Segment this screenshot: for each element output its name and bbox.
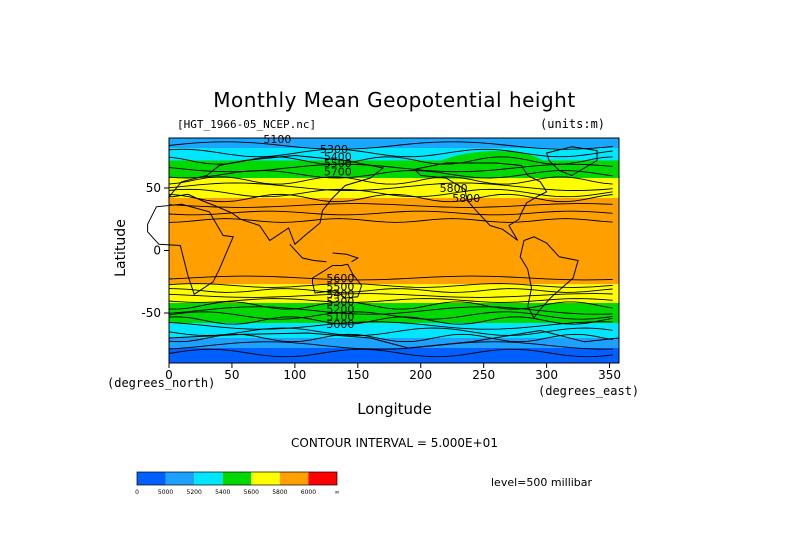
contour-label: 5100 [263, 133, 291, 146]
colorbar-swatch [137, 472, 166, 485]
color-band-4 [169, 198, 619, 285]
colorbar-label: 0 [135, 489, 139, 496]
colorbar-swatch [165, 472, 195, 485]
x-tick-label: 150 [346, 368, 369, 382]
contour-line-20 [168, 316, 613, 325]
color-band-antarctic [169, 348, 619, 363]
y-tick-label: 0 [153, 244, 161, 258]
y-tick-label: -50 [141, 306, 161, 320]
contour-label: 5100 [326, 311, 354, 324]
coastline-0 [147, 203, 234, 296]
contour-line-15 [168, 293, 613, 298]
contour-label: 5200 [326, 303, 354, 316]
colorbar-label: 5800 [272, 489, 287, 496]
x-tick-label: 50 [224, 368, 239, 382]
contour-label: 5600 [326, 272, 354, 285]
chart-title: Monthly Mean Geopotential height [213, 88, 576, 112]
color-region-europe [169, 181, 220, 195]
contour-line-25 [168, 348, 613, 358]
contour-line-19 [168, 311, 613, 320]
colorbar-swatch [308, 472, 337, 485]
color-band-7 [169, 323, 619, 338]
coastline-8 [332, 252, 359, 263]
contour-line-6 [168, 182, 613, 191]
contour-label: 5700 [324, 166, 352, 179]
x-unit-label: (degrees_east) [538, 384, 640, 398]
coastline-layer [147, 146, 620, 349]
contour-label: 5800 [452, 192, 480, 205]
units-label: (units:m) [540, 117, 606, 131]
color-band-arctic [169, 138, 619, 148]
colorbar-swatch [251, 472, 280, 485]
coastline-2 [312, 263, 363, 299]
coastline-1 [167, 154, 385, 246]
contour-line-12 [168, 275, 613, 281]
contour-line-17 [169, 301, 613, 310]
contour-line-18 [168, 306, 613, 315]
x-tick-label: 350 [598, 368, 621, 382]
contour-label: 5300 [326, 296, 354, 309]
colorbar-swatch [222, 472, 252, 485]
contour-line-21 [168, 321, 613, 330]
colorbar-label: 6000 [301, 489, 316, 496]
colorbar-label: ∞ [335, 489, 340, 496]
contour-line-16 [168, 298, 613, 303]
x-tick-label: 300 [535, 368, 558, 382]
contour-line-8 [168, 193, 613, 203]
color-band-1 [169, 148, 619, 161]
colorbar-swatch [279, 472, 309, 485]
contour-label: 5800 [440, 182, 468, 195]
x-tick-label: 100 [283, 368, 306, 382]
x-tick-label: 250 [472, 368, 495, 382]
colorbar-swatch [194, 472, 223, 485]
colorbar-label: 5000 [158, 489, 173, 496]
x-tick-label: 0 [165, 368, 173, 382]
colorbar: 0 5000 5200 5400 5600 5800 6000 ∞ [135, 471, 340, 496]
x-axis-label: Longitude [357, 400, 432, 418]
colorbar-label: 5600 [244, 489, 259, 496]
colorbar-label: 5400 [215, 489, 230, 496]
coastline-5 [545, 146, 598, 177]
y-unit-label: (degrees_north) [107, 376, 216, 390]
level-text: level=500 millibar [491, 476, 593, 489]
coastline-4 [519, 236, 579, 319]
contour-line-4 [168, 170, 613, 179]
y-tick-label: 50 [146, 181, 161, 195]
contour-line-5 [168, 176, 613, 185]
x-tick-label: 200 [409, 368, 432, 382]
colorbar-frame [136, 471, 338, 486]
contour-line-22 [168, 327, 613, 336]
coastline-7 [289, 243, 327, 263]
contour-line-11 [168, 218, 613, 223]
contour-line-0 [168, 141, 613, 150]
contour-line-10 [168, 210, 613, 216]
contour-line-24 [168, 341, 613, 350]
contour-line-13 [168, 283, 613, 288]
coastline-3 [413, 162, 548, 241]
contour-label: 5000 [326, 318, 354, 331]
contour-interval-text: CONTOUR INTERVAL = 5.000E+01 [291, 436, 498, 450]
contour-label: 5300 [320, 143, 348, 156]
contour-line-9 [168, 203, 613, 208]
contour-line-1 [168, 148, 613, 158]
coastline-6 [168, 329, 620, 349]
colorbar-label: 5200 [187, 489, 202, 496]
file-label: [HGT_1966-05_NCEP.nc] [177, 118, 317, 131]
contour-line-14 [168, 288, 613, 293]
